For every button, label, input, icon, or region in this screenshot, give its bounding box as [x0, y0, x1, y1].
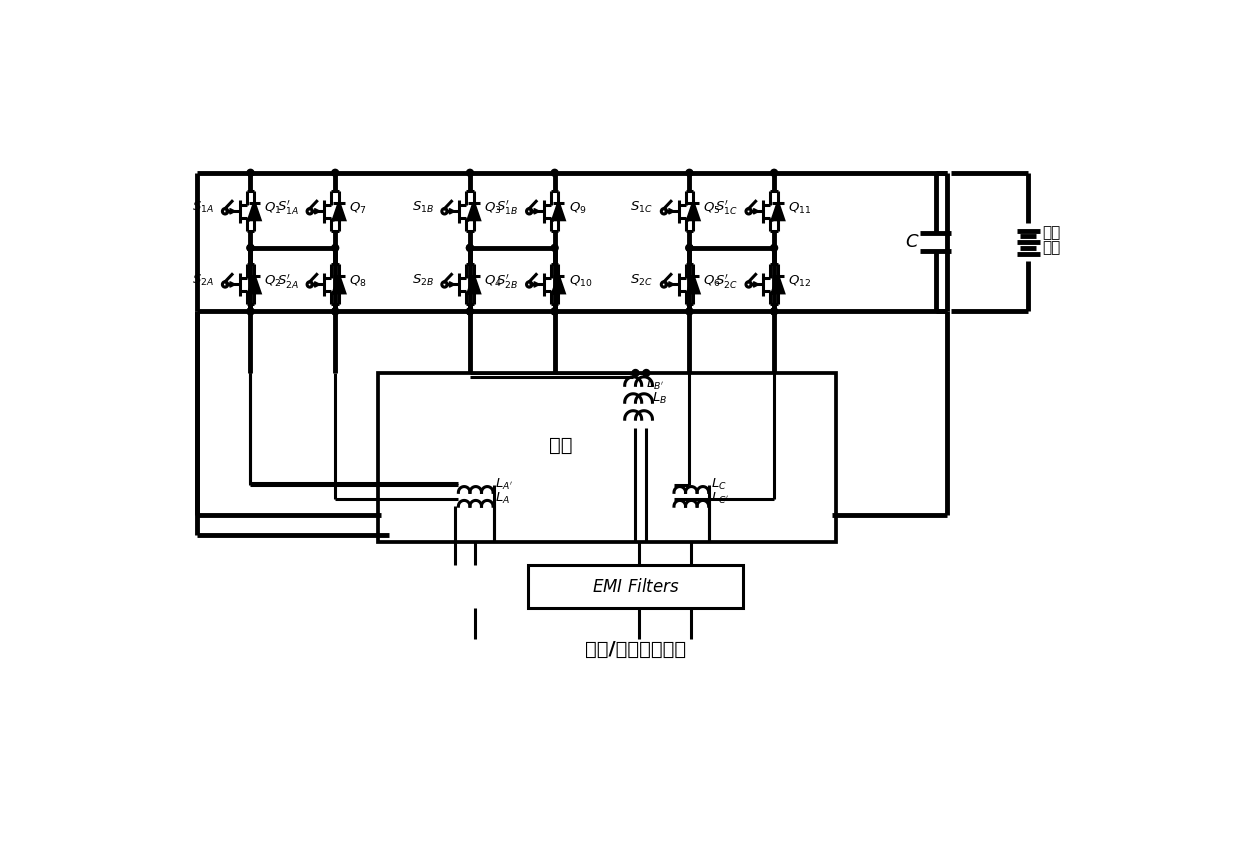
Text: $C$: $C$	[905, 233, 920, 251]
Circle shape	[247, 245, 254, 252]
Polygon shape	[248, 276, 260, 293]
Text: $Q_7$: $Q_7$	[350, 200, 367, 216]
Polygon shape	[773, 276, 784, 293]
Circle shape	[466, 245, 474, 252]
Circle shape	[466, 308, 474, 315]
Circle shape	[466, 308, 474, 315]
Text: $S_{1C}$: $S_{1C}$	[630, 200, 653, 215]
Circle shape	[247, 308, 254, 315]
Text: $Q_9$: $Q_9$	[568, 200, 587, 216]
Text: $S_{2C}$: $S_{2C}$	[630, 273, 653, 288]
Text: $S_{1A}$: $S_{1A}$	[192, 200, 215, 215]
Circle shape	[332, 245, 339, 252]
Text: $L_{B'}$: $L_{B'}$	[646, 377, 663, 392]
Text: $L_C$: $L_C$	[711, 477, 727, 492]
Text: $Q_4$: $Q_4$	[484, 274, 502, 289]
Text: $S_{1B}$: $S_{1B}$	[412, 200, 434, 215]
Circle shape	[552, 169, 558, 176]
Text: $S_{1C}'$: $S_{1C}'$	[715, 199, 738, 217]
Text: 单相/三相交流输入: 单相/三相交流输入	[585, 641, 686, 659]
Circle shape	[332, 169, 339, 176]
Polygon shape	[553, 276, 564, 293]
Polygon shape	[334, 276, 345, 293]
Circle shape	[466, 169, 474, 176]
Text: $L_B$: $L_B$	[652, 391, 667, 406]
Text: 高压: 高压	[1042, 226, 1060, 240]
Text: $Q_1$: $Q_1$	[264, 200, 281, 216]
Polygon shape	[773, 203, 784, 220]
Circle shape	[552, 308, 558, 315]
Text: $EMI\ Filters$: $EMI\ Filters$	[591, 578, 680, 596]
Polygon shape	[687, 276, 699, 293]
Text: 电池: 电池	[1042, 241, 1060, 255]
Circle shape	[466, 245, 474, 252]
Text: $S_{1A}'$: $S_{1A}'$	[277, 199, 299, 217]
Circle shape	[686, 308, 693, 315]
Circle shape	[552, 245, 558, 252]
Circle shape	[686, 245, 693, 252]
Circle shape	[686, 308, 693, 315]
Bar	[377, 373, 836, 543]
Circle shape	[552, 308, 558, 315]
Polygon shape	[553, 203, 564, 220]
Text: $Q_2$: $Q_2$	[264, 274, 281, 289]
Text: $Q_3$: $Q_3$	[484, 200, 501, 216]
Text: $Q_{11}$: $Q_{11}$	[787, 200, 811, 216]
Text: $L_A$: $L_A$	[495, 491, 511, 506]
Bar	[528, 566, 743, 608]
Text: $L_{C'}$: $L_{C'}$	[711, 491, 729, 506]
Polygon shape	[467, 276, 480, 293]
Circle shape	[686, 245, 693, 252]
Circle shape	[332, 308, 339, 315]
Circle shape	[247, 169, 254, 176]
Text: $S_{2B}$: $S_{2B}$	[412, 273, 434, 288]
Text: $S_{1B}'$: $S_{1B}'$	[496, 199, 518, 217]
Text: 电机: 电机	[548, 437, 572, 455]
Text: $S_{2B}'$: $S_{2B}'$	[496, 271, 518, 289]
Text: $L_{A'}$: $L_{A'}$	[495, 477, 513, 492]
Text: $S_{2A}$: $S_{2A}$	[192, 273, 215, 288]
Circle shape	[770, 308, 777, 315]
Text: $Q_6$: $Q_6$	[703, 274, 720, 289]
Circle shape	[770, 308, 777, 315]
Circle shape	[686, 169, 693, 176]
Text: $Q_8$: $Q_8$	[350, 274, 367, 289]
Circle shape	[770, 245, 777, 252]
Text: $Q_{10}$: $Q_{10}$	[568, 274, 591, 289]
Text: $S_{2A}'$: $S_{2A}'$	[277, 271, 299, 289]
Circle shape	[247, 308, 254, 315]
Polygon shape	[687, 203, 699, 220]
Circle shape	[332, 308, 339, 315]
Text: $S_{2C}'$: $S_{2C}'$	[715, 271, 738, 289]
Circle shape	[770, 169, 777, 176]
Circle shape	[642, 370, 650, 377]
Text: $Q_5$: $Q_5$	[703, 200, 720, 216]
Polygon shape	[334, 203, 345, 220]
Text: $Q_{12}$: $Q_{12}$	[787, 274, 811, 289]
Polygon shape	[248, 203, 260, 220]
Circle shape	[247, 245, 254, 252]
Polygon shape	[467, 203, 480, 220]
Circle shape	[632, 370, 639, 377]
